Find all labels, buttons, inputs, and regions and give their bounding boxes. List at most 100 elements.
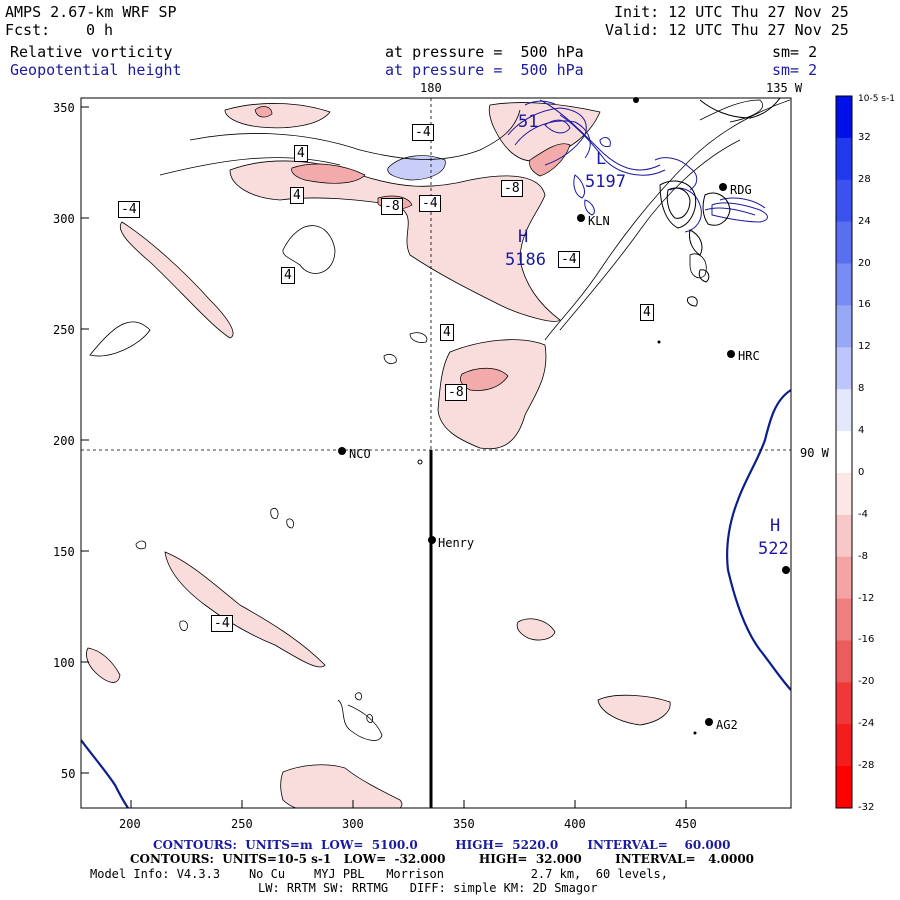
y-tick-250: 250 — [53, 323, 75, 337]
y-tick-150: 150 — [53, 545, 75, 559]
station-kln: KLN — [588, 214, 610, 228]
vort-label: -8 — [381, 198, 403, 215]
station-marker-ag2 — [705, 718, 713, 726]
station-marker-top — [633, 97, 639, 103]
colorbar-segment — [836, 682, 852, 725]
field2-name: Geopotential height — [10, 61, 182, 79]
high-center-2: H — [770, 516, 781, 536]
high-center-1: H — [518, 227, 529, 247]
colorbar-label: 4 — [858, 425, 865, 437]
low-center-1-value: 5197 — [585, 172, 626, 192]
colorbar-segment — [836, 431, 852, 474]
colorbar-segment — [836, 766, 852, 809]
low-center-2-value: 51 — [518, 112, 539, 132]
colorbar-label: 8 — [858, 383, 865, 395]
colorbar-label: 28 — [858, 173, 871, 185]
x-tick-400: 400 — [564, 817, 586, 831]
vort-label: -4 — [558, 251, 580, 268]
station-marker-dot2 — [693, 731, 697, 735]
vort-label: -4 — [211, 615, 233, 632]
station-marker-nco — [338, 447, 346, 455]
colorbar-label: -28 — [858, 760, 875, 772]
station-marker-rdg — [719, 183, 727, 191]
footer-physics: LW: RRTM SW: RRTMG DIFF: simple KM: 2D S… — [258, 881, 598, 895]
colorbar-label: 24 — [858, 215, 871, 227]
station-marker-small — [417, 459, 423, 465]
coastline — [81, 389, 791, 808]
map-contents — [81, 98, 791, 808]
reference-lines — [81, 98, 791, 451]
meridian-135w: 135 W — [766, 81, 803, 95]
colorbar-segment — [836, 263, 852, 306]
vort-label: -4 — [412, 124, 434, 141]
station-nco: NCO — [349, 447, 371, 461]
colorbar-segment — [836, 179, 852, 223]
station-hrc: HRC — [738, 349, 760, 363]
footer-vorticity-contours: CONTOURS: UNITS=10-5 s-1 LOW= -32.000 HI… — [130, 852, 755, 866]
init-time: Init: 12 UTC Thu 27 Nov 25 — [614, 3, 849, 21]
field1-name: Relative vorticity — [10, 43, 173, 61]
high-center-2-value: 522 — [758, 539, 789, 559]
station-ag2: AG2 — [716, 718, 738, 732]
station-marker-kln — [577, 214, 585, 222]
station-rdg: RDG — [730, 183, 752, 197]
colorbar-segment — [836, 137, 852, 181]
y-tick-50: 50 — [61, 767, 76, 781]
positive-vorticity — [387, 155, 446, 181]
vort-label: 4 — [281, 267, 295, 284]
vort-label: 4 — [440, 324, 454, 341]
colorbar — [835, 95, 853, 809]
vort-label: -8 — [445, 384, 467, 401]
axis-ticks — [81, 106, 687, 808]
vorticity-shading — [86, 102, 671, 808]
model-title: AMPS 2.67-km WRF SP — [5, 3, 177, 21]
meridian-180: 180 — [420, 81, 442, 95]
forecast-label: Fcst: — [5, 21, 51, 39]
vort-label: 4 — [290, 187, 304, 204]
vort-label: 4 — [294, 145, 308, 162]
colorbar-segment — [836, 514, 852, 558]
colorbar-segment — [836, 556, 852, 600]
footer-height-contours: CONTOURS: UNITS=m LOW= 5100.0 HIGH= 5220… — [153, 838, 731, 852]
high-center-1-value: 5186 — [505, 250, 546, 270]
y-tick-100: 100 — [53, 656, 75, 670]
vorticity-contours — [89, 99, 791, 741]
station-markers — [338, 97, 790, 735]
x-tick-200: 200 — [119, 817, 141, 831]
colorbar-segment — [836, 347, 852, 390]
y-tick-200: 200 — [53, 434, 75, 448]
colorbar-segment — [836, 96, 852, 139]
colorbar-label: -20 — [858, 676, 875, 688]
station-marker-dot — [657, 340, 661, 344]
field1-level: at pressure = 500 hPa — [385, 43, 584, 61]
station-marker-hrc — [727, 350, 735, 358]
colorbar-frame — [835, 95, 853, 809]
colorbar-segment — [836, 724, 852, 767]
colorbar-segment — [836, 305, 852, 348]
dense-contours — [659, 98, 781, 307]
colorbar-segment — [836, 598, 852, 641]
colorbar-label: -8 — [858, 550, 868, 562]
colorbar-label: -16 — [858, 634, 875, 646]
x-tick-350: 350 — [453, 817, 475, 831]
vorticity-cores — [254, 106, 571, 391]
vort-label: -4 — [419, 195, 441, 212]
x-tick-450: 450 — [675, 817, 697, 831]
vort-label: -4 — [118, 201, 140, 218]
field2-level: at pressure = 500 hPa — [385, 61, 584, 79]
colorbar-label: -12 — [858, 592, 875, 604]
station-henry: Henry — [438, 536, 475, 550]
colorbar-label: 16 — [858, 299, 871, 311]
y-tick-300: 300 — [53, 212, 75, 226]
colorbar-label: 0 — [858, 466, 865, 478]
station-marker-henry — [428, 536, 436, 544]
meridian-90w: 90 W — [800, 446, 829, 460]
colorbar-unit: 10-5 s-1 — [858, 94, 895, 104]
footer-model-info: Model Info: V4.3.3 No Cu MYJ PBL Morriso… — [90, 867, 668, 881]
colorbar-label: -32 — [858, 802, 875, 813]
field1-smoothing: sm= 2 — [772, 43, 818, 61]
field2-smoothing: sm= 2 — [772, 61, 818, 79]
colorbar-label: -4 — [858, 508, 868, 520]
x-tick-250: 250 — [231, 817, 253, 831]
